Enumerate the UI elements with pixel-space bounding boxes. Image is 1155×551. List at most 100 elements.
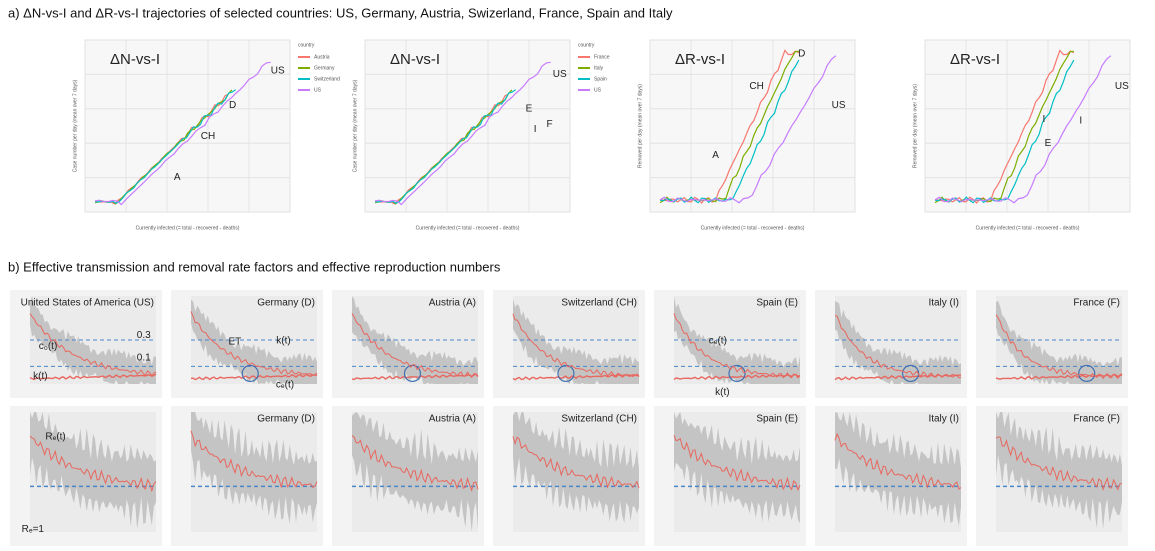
annotation: k(t) (715, 387, 729, 398)
reproduction-panel: Rₑ(t) Rₑ=1 (10, 406, 162, 546)
annotation: Rₑ=1 (22, 524, 45, 535)
trajectory-panel: ΔR-vs-I Removed per day (mean over 7 days… (637, 39, 856, 231)
rate-line (190, 430, 318, 489)
annotation: I (1079, 115, 1082, 126)
rate-line (512, 313, 640, 378)
rate-line (29, 435, 157, 493)
confidence-band (30, 412, 156, 529)
rate-panel: Spain (E) cₑ(t) k(t) (654, 290, 806, 398)
reproduction-panel: Austria (A) (332, 406, 484, 546)
crossing-marker (557, 364, 575, 383)
annotation: E (526, 103, 533, 114)
annotation: Rₑ(t) (45, 431, 65, 442)
confidence-band (513, 298, 639, 384)
annotation: I (1043, 114, 1046, 125)
annotation: I (534, 124, 537, 135)
panel-title: France (F) (1073, 298, 1120, 309)
annotation: US (553, 69, 567, 80)
y-axis-label: Removed per day (mean over 7 days) (912, 84, 918, 168)
panel-title: Spain (E) (756, 298, 798, 309)
plot-area (364, 39, 571, 213)
annotation: 0.1 (137, 353, 151, 364)
rate-line (673, 313, 801, 379)
confidence-band (996, 300, 1122, 384)
legend-label: France (594, 54, 610, 60)
removal-rate-line (512, 373, 640, 381)
panel-title: Germany (D) (257, 298, 315, 309)
reproduction-panel: Italy (I) (815, 406, 967, 546)
removal-rate-line (29, 373, 157, 381)
panel-title: Germany (D) (257, 414, 315, 425)
panel-title: Spain (E) (756, 414, 798, 425)
x-axis-label: Currently infected (= total - recovered … (701, 225, 805, 231)
annotation: c₀(t) (39, 341, 58, 352)
legend-title: country (578, 42, 595, 48)
trajectory-line (659, 55, 837, 204)
reproduction-panel: France (F) (976, 406, 1128, 546)
rate-panel: France (F) (976, 290, 1128, 398)
annotation: cₑ(t) (276, 380, 294, 391)
trajectory-line (659, 49, 800, 204)
crossing-marker (728, 364, 746, 383)
rate-panel: United States of America (US) 0.3 0.1 c₀(t)… (10, 290, 162, 398)
annotation: k(t) (276, 335, 290, 346)
rate-line (512, 436, 640, 489)
panel-title: France (F) (1073, 414, 1120, 425)
legend-label: Germany (314, 65, 335, 71)
removal-rate-line (190, 373, 318, 381)
legend-label: US (594, 87, 602, 93)
x-axis-label: Currently infected (= total - recovered … (416, 225, 520, 231)
legend-label: US (314, 87, 322, 93)
confidence-band (835, 412, 961, 527)
reproduction-panel: Spain (E) (654, 406, 806, 546)
legend-title: country (298, 42, 315, 48)
trajectory-line (934, 55, 1112, 204)
section-b-title: b) Effective transmission and removal ra… (8, 259, 501, 274)
panel-title: Italy (I) (928, 414, 959, 425)
annotation: D (229, 100, 236, 111)
annotation: ET (228, 336, 241, 347)
annotation: US (832, 100, 846, 111)
trajectory-panel: ΔR-vs-I Removed per day (mean over 7 days… (912, 39, 1131, 231)
annotation: CH (201, 131, 215, 142)
crossing-marker (241, 364, 259, 383)
annotation: 0.3 (137, 330, 151, 341)
panel-title: Austria (A) (429, 298, 476, 309)
confidence-band (191, 412, 317, 524)
confidence-band (674, 296, 800, 384)
rate-line (995, 314, 1123, 380)
rate-line (29, 313, 157, 377)
rate-line (995, 436, 1123, 492)
legend-label: Italy (594, 65, 604, 71)
crossing-marker (1078, 364, 1096, 383)
confidence-band (674, 412, 800, 524)
annotation: CH (749, 81, 763, 92)
rate-panel: Italy (I) (815, 290, 967, 398)
section-a-title: a) ΔN-vs-I and ΔR-vs-I trajectories of s… (8, 5, 673, 20)
rate-line (351, 313, 479, 379)
y-axis-label: Case number per day (mean over 7 days) (352, 79, 358, 172)
annotation: A (712, 150, 719, 161)
panel-title: Austria (A) (429, 414, 476, 425)
x-axis-label: Currently infected (= total - recovered … (976, 225, 1080, 231)
annotation: E (1045, 138, 1052, 149)
trajectory-panel: ΔN-vs-I Case number per day (mean over 7 … (72, 39, 340, 231)
rate-panel: Austria (A) (332, 290, 484, 398)
x-axis-label: Currently infected (= total - recovered … (136, 225, 240, 231)
confidence-band (352, 296, 478, 384)
panel-title: Switzerland (CH) (561, 414, 637, 425)
annotation: US (271, 66, 285, 77)
confidence-band (513, 412, 639, 523)
plot-area (84, 39, 291, 213)
panel-label: ΔR-vs-I (950, 51, 1000, 68)
trajectory-line (374, 61, 551, 206)
annotation: k(t) (33, 371, 47, 382)
plot-area (649, 39, 856, 213)
rate-line (351, 435, 479, 492)
legend-label: Switzerland (314, 76, 340, 82)
panel-label: ΔN-vs-I (390, 51, 440, 68)
confidence-band (30, 296, 156, 384)
plot-area (924, 39, 1131, 213)
panel-title: Italy (I) (928, 298, 959, 309)
